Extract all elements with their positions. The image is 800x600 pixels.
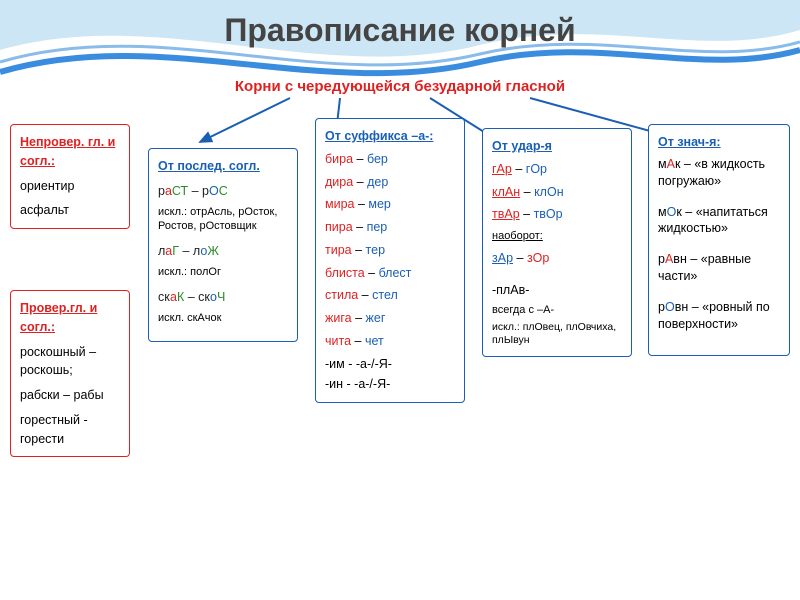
example: рабски – рабы xyxy=(20,386,120,405)
rule-line: -ин - -а-/-Я- xyxy=(325,375,455,394)
example: ориентир xyxy=(20,177,120,196)
rule-line: лаГ – лоЖ xyxy=(158,242,288,261)
note: искл.: плОвец, плОвчиха, плЫвун xyxy=(492,321,622,348)
meaning-item: мОк – «напитаться жидкостью» xyxy=(658,204,780,238)
example: роскошь; xyxy=(20,361,120,380)
root-pair: чита – чет xyxy=(325,332,455,351)
box-header: Непровер. гл. и согл.: xyxy=(20,133,120,171)
box-consonant: От послед. согл. раСТ – рОС искл.: отрАсл… xyxy=(148,148,298,342)
root-pair: гАр – гОр xyxy=(492,160,622,179)
root-pair: тира – тер xyxy=(325,241,455,260)
box-header: От знач-я: xyxy=(658,133,780,152)
example: горестный - xyxy=(20,411,120,430)
rule-line: искл. скАчок xyxy=(158,311,288,326)
note: всегда с –А- xyxy=(492,302,622,319)
meaning-item: рОвн – «ровный по поверхности» xyxy=(658,299,780,333)
example: роскошный – xyxy=(20,343,120,362)
box-meaning: От знач-я: мАк – «в жидкость погружаю» мО… xyxy=(648,124,790,356)
meaning-item: рАвн – «равные части» xyxy=(658,251,780,285)
root-pair: дира – дер xyxy=(325,173,455,192)
example: горести xyxy=(20,430,120,449)
box-stress: От удар-я гАр – гОр клАн – клОн твАр – твО… xyxy=(482,128,632,357)
box-header: От суффикса –а-: xyxy=(325,127,455,146)
root-pair: твАр – твОр xyxy=(492,205,622,224)
box-header: От удар-я xyxy=(492,137,622,156)
rule-line: раСТ – рОС xyxy=(158,182,288,201)
example: асфальт xyxy=(20,201,120,220)
box-suffix: От суффикса –а-: бира – бер дира – дер мир… xyxy=(315,118,465,403)
root-pair: мира – мер xyxy=(325,195,455,214)
rule-line: искл.: отрАсль, рОсток, Ростов, рОстовщи… xyxy=(158,205,288,235)
note: наоборот: xyxy=(492,228,622,245)
rule-line: искл.: полОг xyxy=(158,265,288,280)
page-title: Правописание корней xyxy=(0,12,800,49)
root-pair: клАн – клОн xyxy=(492,183,622,202)
box-verified: Провер.гл. и согл.: роскошный – роскошь;… xyxy=(10,290,130,457)
root-pair: пира – пер xyxy=(325,218,455,237)
page-subtitle: Корни с чередующейся безударной гласной xyxy=(0,78,800,95)
rule-line: -плАв- xyxy=(492,281,622,300)
root-pair: зАр – зОр xyxy=(492,249,622,268)
box-header: Провер.гл. и согл.: xyxy=(20,299,120,337)
rule-line: скаК – скоЧ xyxy=(158,288,288,307)
rule-line: -им - -а-/-Я- xyxy=(325,355,455,374)
box-unverified: Непровер. гл. и согл.: ориентир асфальт xyxy=(10,124,130,229)
root-pair: бира – бер xyxy=(325,150,455,169)
root-pair: блиста – блест xyxy=(325,264,455,283)
root-pair: стила – стел xyxy=(325,286,455,305)
root-pair: жига – жег xyxy=(325,309,455,328)
meaning-item: мАк – «в жидкость погружаю» xyxy=(658,156,780,190)
box-header: От послед. согл. xyxy=(158,157,288,176)
